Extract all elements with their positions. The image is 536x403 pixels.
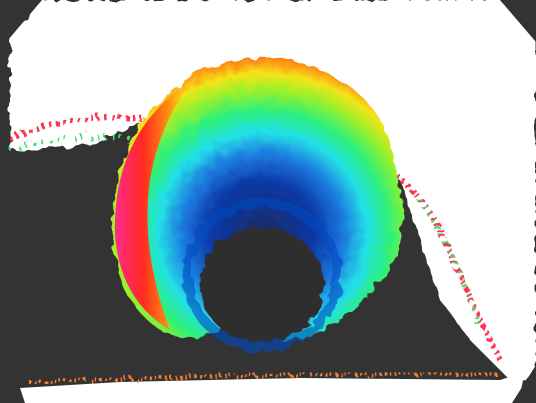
false-color-image	[0, 0, 536, 403]
dark-core	[200, 227, 324, 343]
page	[0, 0, 536, 403]
